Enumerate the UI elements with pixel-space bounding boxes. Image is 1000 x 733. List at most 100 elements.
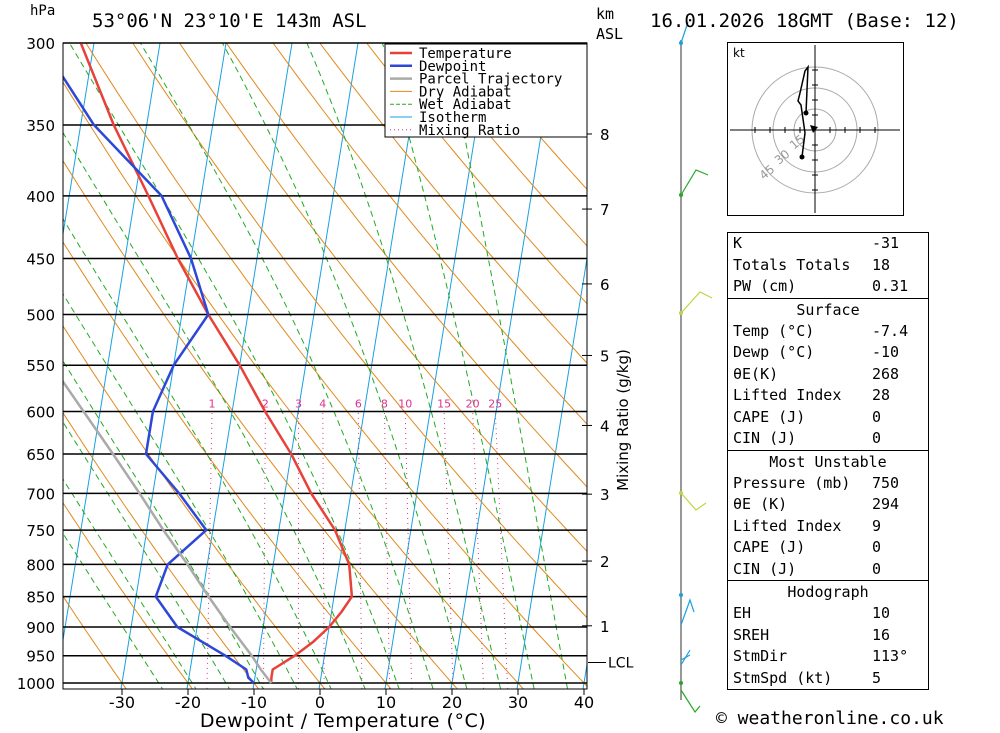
mixing-ratio-line bbox=[262, 411, 266, 689]
wind-barb bbox=[680, 169, 709, 196]
isotherm-line bbox=[186, 43, 293, 689]
row-sfc-cin: CIN (J) 0 bbox=[733, 429, 882, 447]
dry-adiabat-line bbox=[178, 43, 587, 553]
parcel-trajectory-line bbox=[63, 379, 273, 684]
wind-barb bbox=[680, 689, 701, 714]
row-mu-cape: CAPE (J) 0 bbox=[733, 538, 882, 556]
x-tick-label: 40 bbox=[574, 693, 594, 712]
row-sfc-dewp: Dewp (°C) -10 bbox=[733, 343, 900, 361]
wind-barb bbox=[680, 21, 689, 44]
km-tick-label: 6 bbox=[600, 276, 610, 294]
hpa-unit-label: hPa bbox=[30, 3, 56, 19]
dry-adiabat-line bbox=[272, 43, 587, 425]
lcl-label: LCL bbox=[608, 656, 634, 672]
legend-entry: Wet Adiabat bbox=[419, 97, 512, 113]
row-k: K -31 bbox=[733, 234, 900, 252]
x-tick-label: -10 bbox=[241, 693, 267, 712]
wet-adiabat-line bbox=[63, 131, 366, 689]
dry-adiabat-line bbox=[63, 81, 525, 689]
row-mu-pressure: Pressure (mb) 750 bbox=[733, 473, 900, 492]
km-tick-label: 4 bbox=[600, 417, 610, 435]
wind-barb bbox=[680, 598, 695, 626]
mixing-ratio-value: 10 bbox=[398, 397, 412, 410]
mixing-ratio-value: 3 bbox=[295, 397, 302, 410]
hodograph-point bbox=[803, 110, 809, 116]
pressure-tick-label: 800 bbox=[26, 556, 55, 574]
row-sfc-thetae: θE(K) 268 bbox=[733, 364, 900, 383]
pressure-tick-label: 550 bbox=[26, 357, 55, 375]
km-tick-label: 5 bbox=[600, 347, 610, 365]
asl-unit-label: ASL bbox=[596, 25, 624, 43]
hodograph-unit: kt bbox=[733, 46, 745, 60]
pressure-tick-label: 700 bbox=[26, 485, 55, 503]
row-mu-li: Lifted Index 9 bbox=[733, 516, 882, 535]
row-stmdir: StmDir 113° bbox=[733, 647, 909, 665]
wet-adiabat-line bbox=[444, 43, 569, 689]
x-tick-label: 0 bbox=[315, 693, 325, 712]
pressure-tick-label: 500 bbox=[26, 307, 55, 325]
plot-frame bbox=[62, 42, 588, 690]
hodograph-panel: kt 15 30 45 bbox=[727, 42, 904, 216]
pressure-tick-label: 350 bbox=[26, 117, 55, 135]
hodograph-point bbox=[799, 154, 805, 160]
isotherm-line bbox=[252, 43, 359, 689]
isotherm-line bbox=[582, 661, 587, 689]
row-mu-thetae: θE (K) 294 bbox=[733, 495, 900, 513]
wind-barb bbox=[680, 492, 707, 511]
dewpoint-line bbox=[63, 74, 255, 684]
dry-adiabat-line bbox=[365, 43, 587, 305]
row-sfc-temp: Temp (°C) -7.4 bbox=[733, 321, 909, 340]
dry-adiabat-line bbox=[132, 43, 587, 619]
mixing-ratio-axis-title: Mixing Ratio (g/kg) bbox=[614, 349, 632, 491]
mixing-ratio-value: 6 bbox=[355, 397, 362, 410]
dry-adiabat-line bbox=[63, 241, 392, 689]
wet-adiabat-line bbox=[139, 43, 434, 689]
wet-adiabat-line bbox=[221, 43, 468, 689]
wet-adiabat-line bbox=[63, 478, 197, 689]
wet-adiabat-line bbox=[381, 43, 535, 689]
wind-dot bbox=[679, 681, 683, 685]
x-axis-title: Dewpoint / Temperature (°C) bbox=[200, 710, 486, 732]
x-tick-label: 30 bbox=[508, 693, 528, 712]
dry-adiabat-line bbox=[225, 43, 587, 488]
pressure-tick-label: 1000 bbox=[17, 675, 55, 693]
hodograph-ring-label: 30 bbox=[772, 147, 793, 168]
x-tick-label: 10 bbox=[376, 693, 396, 712]
isotherm-line bbox=[63, 43, 95, 237]
mixing-ratio-line bbox=[206, 411, 213, 689]
pressure-tick-label: 650 bbox=[26, 446, 55, 464]
wind-barb bbox=[680, 649, 691, 666]
dry-adiabat-line bbox=[319, 43, 587, 364]
wet-adiabat-line bbox=[63, 360, 264, 689]
dry-adiabat-line bbox=[63, 595, 127, 689]
hodograph-trace bbox=[797, 64, 809, 158]
km-tick-label: 3 bbox=[600, 486, 610, 504]
dry-adiabat-line bbox=[85, 43, 587, 687]
wet-adiabat-line bbox=[63, 532, 164, 689]
hodograph-title: Hodograph bbox=[728, 580, 928, 603]
wet-adiabat-line bbox=[63, 217, 332, 689]
row-eh: EH 10 bbox=[733, 604, 891, 622]
wind-barb bbox=[680, 291, 713, 314]
mixing-ratio-value: 8 bbox=[381, 397, 388, 410]
x-tick-label: -30 bbox=[109, 693, 135, 712]
mixing-ratio-value: 15 bbox=[437, 397, 451, 410]
km-unit-label: km bbox=[596, 5, 615, 23]
x-tick-label: -20 bbox=[175, 693, 201, 712]
pressure-tick-label: 300 bbox=[26, 35, 55, 53]
most-unstable-title: Most Unstable bbox=[728, 449, 928, 473]
wet-adiabat-line bbox=[68, 43, 400, 689]
mixing-ratio-line bbox=[494, 411, 509, 689]
profile-lines bbox=[63, 43, 354, 684]
pressure-tick-label: 950 bbox=[26, 648, 55, 666]
row-sfc-li: Lifted Index 28 bbox=[733, 386, 891, 404]
row-totals: Totals Totals 18 bbox=[733, 255, 891, 274]
temperature-line bbox=[79, 43, 354, 684]
surface-title: Surface bbox=[728, 297, 928, 321]
pressure-tick-label: 450 bbox=[26, 251, 55, 269]
legend-entry: Parcel Trajectory bbox=[419, 72, 562, 88]
copyright-footer: © weatheronline.co.uk bbox=[716, 708, 944, 729]
pressure-tick-label: 600 bbox=[26, 403, 55, 421]
